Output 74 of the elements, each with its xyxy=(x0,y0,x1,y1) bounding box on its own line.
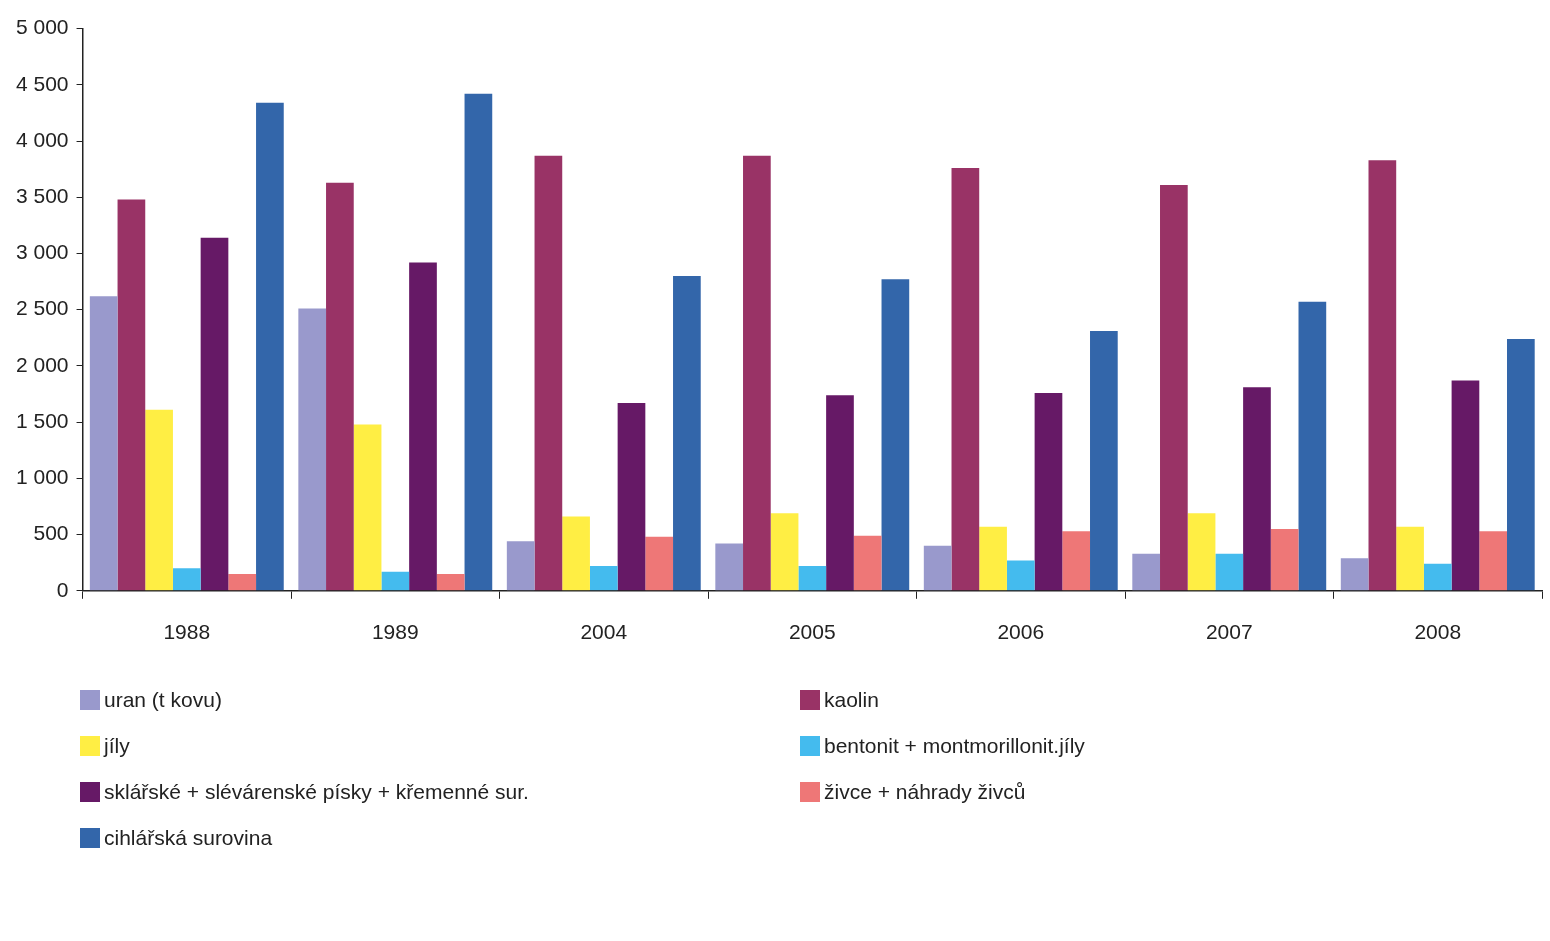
bar xyxy=(256,102,284,591)
x-tick-label: 2007 xyxy=(1205,620,1253,644)
legend-label: uran (t kovu) xyxy=(104,688,222,712)
bar xyxy=(298,308,327,591)
bar xyxy=(1479,531,1507,591)
bar xyxy=(617,403,646,591)
bar xyxy=(353,424,382,591)
bar xyxy=(1132,553,1161,591)
y-tick-label: 0 xyxy=(56,577,69,601)
y-tick-label: 1 500 xyxy=(15,408,69,432)
bar xyxy=(200,237,229,591)
bar xyxy=(562,516,590,591)
bar xyxy=(1090,331,1118,591)
y-tick-label: 3 000 xyxy=(15,240,69,264)
x-tick-label: 2008 xyxy=(1414,620,1462,644)
bar xyxy=(1423,563,1452,591)
bar xyxy=(1507,338,1535,591)
y-tick-label: 3 500 xyxy=(15,184,69,208)
bar xyxy=(645,536,674,591)
bar xyxy=(1298,301,1327,591)
bar xyxy=(145,409,173,591)
bar xyxy=(951,168,980,591)
x-tick-label: 2004 xyxy=(580,620,628,644)
x-tick-label: 1988 xyxy=(163,620,211,644)
x-tick-label: 1989 xyxy=(371,620,419,644)
legend-label: cihlářská surovina xyxy=(104,826,273,850)
bar xyxy=(1368,160,1397,591)
x-tick-label: 2005 xyxy=(788,620,836,644)
y-tick-label: 4 500 xyxy=(15,71,69,95)
bar xyxy=(89,296,118,591)
legend-label: jíly xyxy=(104,734,130,758)
bar xyxy=(715,543,744,591)
bar xyxy=(1451,380,1480,591)
bar xyxy=(1187,513,1216,591)
legend-label: kaolin xyxy=(824,688,879,712)
y-tick-label: 4 000 xyxy=(15,127,69,151)
bar xyxy=(172,568,201,591)
bar xyxy=(1006,560,1035,591)
legend-label: sklářské + slévárenské písky + křemenné sur. xyxy=(104,780,529,804)
x-tick-label: 2006 xyxy=(997,620,1045,644)
bar xyxy=(1396,526,1424,591)
bar xyxy=(743,155,771,591)
bar xyxy=(228,573,257,591)
bar xyxy=(1270,528,1299,591)
bar xyxy=(923,545,952,591)
bar xyxy=(1160,184,1188,591)
bar xyxy=(798,566,827,591)
legend-label: živce + náhrady živců xyxy=(824,780,1026,804)
bar xyxy=(381,571,410,591)
y-tick-label: 2 000 xyxy=(15,352,69,376)
bar xyxy=(506,541,535,591)
bar xyxy=(436,573,465,591)
bar xyxy=(1340,558,1369,591)
bar xyxy=(589,566,618,591)
bar xyxy=(673,275,701,591)
bar xyxy=(1062,531,1091,591)
bar xyxy=(326,182,354,591)
bar xyxy=(770,513,799,591)
bar xyxy=(1034,392,1063,591)
bar xyxy=(881,279,910,591)
bar xyxy=(117,199,146,591)
legend-label: bentonit + montmorillonit.jíly xyxy=(824,734,1085,758)
bar xyxy=(464,93,493,591)
bar xyxy=(826,395,854,591)
y-tick-label: 500 xyxy=(33,521,69,545)
bar xyxy=(534,155,563,591)
bar xyxy=(1243,387,1271,591)
bar xyxy=(853,535,882,591)
y-tick-label: 1 000 xyxy=(15,465,69,489)
y-tick-label: 5 000 xyxy=(15,15,69,39)
bar xyxy=(979,526,1007,591)
y-tick-label: 2 500 xyxy=(15,296,69,320)
bar xyxy=(409,262,437,591)
bar xyxy=(1215,553,1244,591)
